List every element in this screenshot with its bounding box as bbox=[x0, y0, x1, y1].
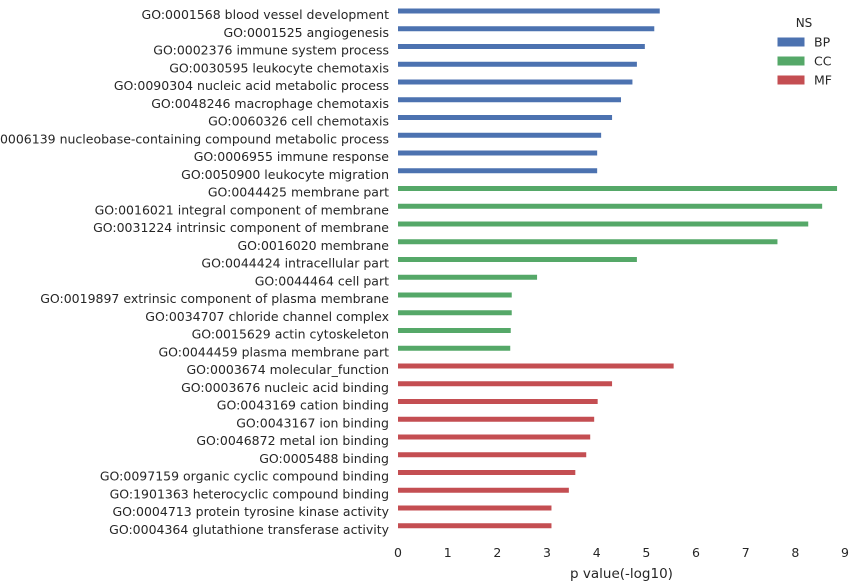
category-label: GO:0044425 membrane part bbox=[208, 185, 389, 200]
category-label: GO:0015629 actin cytoskeleton bbox=[192, 327, 389, 342]
bar-cc bbox=[398, 239, 778, 245]
bar-mf bbox=[398, 381, 613, 387]
category-label: GO:0030595 leukocyte chemotaxis bbox=[169, 60, 389, 75]
category-label: GO:0004364 glutathione transferase activ… bbox=[109, 522, 389, 537]
bar-mf bbox=[398, 470, 576, 475]
x-axis-title: p value(-log10) bbox=[570, 566, 673, 582]
bar-cc bbox=[398, 345, 511, 351]
bar-bp bbox=[398, 115, 613, 120]
bar-bp bbox=[398, 26, 655, 32]
category-label: GO:0001568 blood vessel development bbox=[142, 7, 390, 22]
category-label: GO:0001525 angiogenesis bbox=[223, 25, 389, 40]
legend-swatch-mf bbox=[776, 74, 806, 86]
category-label: GO:0031224 intrinsic component of membra… bbox=[93, 220, 389, 235]
category-label: GO:0097159 organic cyclic compound bindi… bbox=[100, 469, 389, 484]
x-tick-label: 6 bbox=[692, 545, 700, 560]
bar-bp bbox=[398, 150, 598, 156]
category-label: GO:0019897 extrinsic component of plasma… bbox=[40, 291, 389, 306]
category-label: GO:0044464 cell part bbox=[255, 273, 389, 288]
category-label: GO:0044424 intracellular part bbox=[201, 256, 389, 271]
category-label: GO:0006955 immune response bbox=[194, 149, 390, 164]
bar-mf bbox=[398, 363, 674, 369]
bar-bp bbox=[398, 97, 622, 103]
legend-swatch-bp bbox=[776, 36, 806, 48]
category-label: GO:0005488 binding bbox=[259, 451, 389, 466]
bar-cc bbox=[398, 203, 823, 209]
category-label: GO:0060326 cell chemotaxis bbox=[208, 114, 389, 129]
category-labels: GO:0001568 blood vessel development GO:00… bbox=[0, 7, 390, 537]
legend-label-mf: MF bbox=[814, 73, 832, 88]
legend-label-cc: CC bbox=[814, 54, 832, 69]
bar-bp bbox=[398, 168, 598, 174]
legend-title: NS bbox=[796, 16, 813, 30]
bar-bp bbox=[398, 79, 633, 85]
bar-mf bbox=[398, 434, 591, 440]
category-label: GO:1901363 heterocyclic compound binding bbox=[110, 486, 389, 501]
category-label: GO:0004713 protein tyrosine kinase activ… bbox=[113, 504, 390, 519]
legend-items: BP CC MF bbox=[776, 35, 832, 88]
category-label: GO:0048246 macrophage chemotaxis bbox=[151, 96, 389, 111]
category-label: GO:0046872 metal ion binding bbox=[196, 433, 389, 448]
bar-bp bbox=[398, 44, 645, 49]
bars-layer bbox=[398, 8, 838, 529]
category-label: GO:0016020 membrane bbox=[237, 238, 389, 253]
category-label: GO:0003674 molecular_function bbox=[186, 362, 389, 377]
category-label: GO:0044459 plasma membrane part bbox=[158, 344, 389, 359]
legend-swatch-cc bbox=[776, 55, 806, 67]
x-tick-label: 1 bbox=[444, 545, 452, 560]
category-label: GO:0002376 immune system process bbox=[153, 43, 389, 58]
bar-mf bbox=[398, 505, 552, 511]
bar-cc bbox=[398, 292, 512, 298]
category-label: GO:0006139 nucleobase-containing compoun… bbox=[0, 131, 389, 146]
x-tick-label: 7 bbox=[742, 545, 750, 560]
bar-bp bbox=[398, 8, 660, 14]
bar-bp bbox=[398, 132, 602, 138]
bar-mf bbox=[398, 399, 598, 404]
bar-bp bbox=[398, 61, 637, 67]
x-axis-ticks: 0 1 2 3 4 5 6 7 8 9 bbox=[394, 545, 849, 560]
category-label: GO:0090304 nucleic acid metabolic proces… bbox=[114, 78, 389, 93]
x-tick-label: 3 bbox=[543, 545, 551, 560]
bar-cc bbox=[398, 221, 809, 227]
bar-cc bbox=[398, 186, 838, 191]
x-tick-label: 5 bbox=[642, 545, 650, 560]
x-tick-label: 0 bbox=[394, 545, 402, 560]
category-label: GO:0043167 ion binding bbox=[236, 415, 389, 430]
bar-cc bbox=[398, 257, 637, 262]
legend: NS BP CC MF bbox=[776, 16, 832, 88]
category-label: GO:0016021 integral component of membran… bbox=[95, 202, 390, 217]
x-tick-label: 9 bbox=[841, 545, 849, 560]
category-label: GO:0003676 nucleic acid binding bbox=[181, 380, 389, 395]
bar-cc bbox=[398, 310, 512, 316]
x-tick-label: 4 bbox=[593, 545, 601, 560]
category-label: GO:0050900 leukocyte migration bbox=[181, 167, 389, 182]
bar-mf bbox=[398, 416, 595, 422]
bar-mf bbox=[398, 487, 569, 493]
bar-cc bbox=[398, 328, 511, 333]
bar-mf bbox=[398, 452, 587, 458]
x-tick-label: 8 bbox=[791, 545, 799, 560]
legend-label-bp: BP bbox=[814, 35, 831, 50]
category-label: GO:0034707 chloride channel complex bbox=[145, 309, 389, 324]
x-tick-label: 2 bbox=[493, 545, 501, 560]
bar-mf bbox=[398, 523, 552, 529]
category-label: GO:0043169 cation binding bbox=[217, 398, 389, 413]
bar-cc bbox=[398, 274, 538, 280]
